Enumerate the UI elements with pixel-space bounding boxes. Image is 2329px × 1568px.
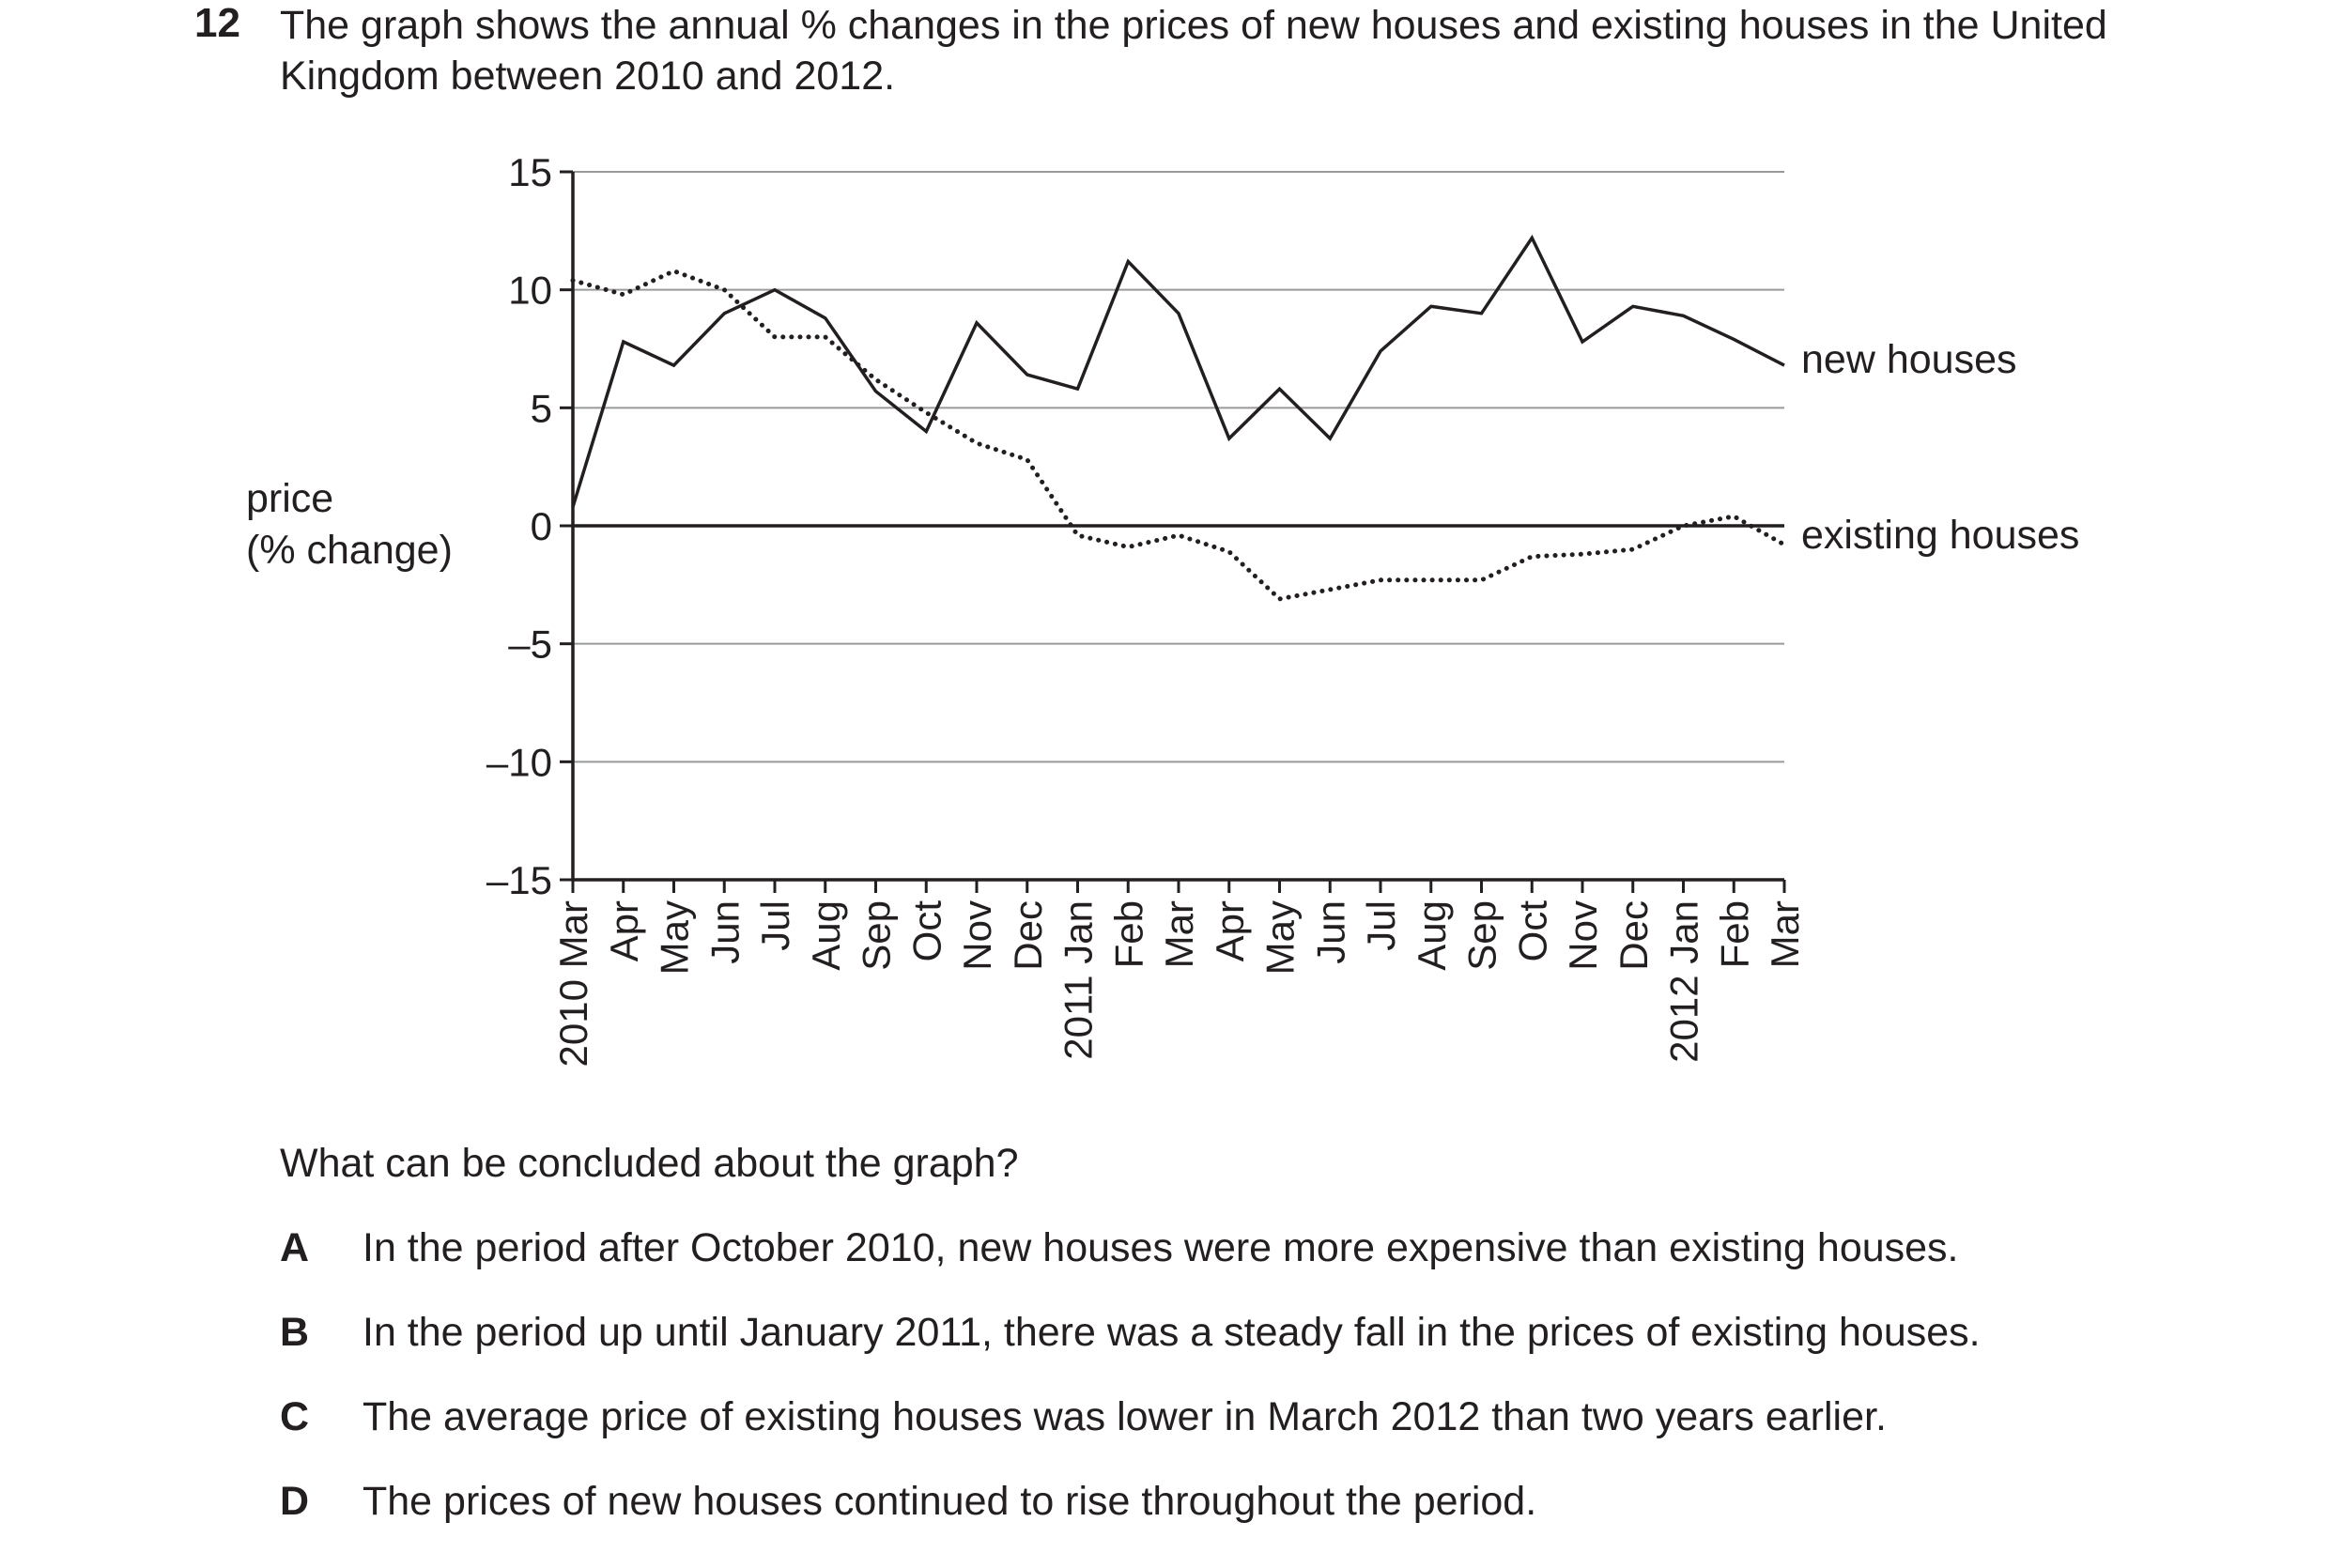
- x-tick-label: Mar: [1763, 900, 1807, 968]
- y-axis-label: price (% change): [246, 476, 453, 573]
- x-tick-label: Jun: [1308, 900, 1352, 964]
- y-tick-label: 5: [531, 386, 552, 430]
- question-text: The graph shows the annual % changes in …: [280, 3, 2107, 99]
- option-c[interactable]: C The average price of existing houses wa…: [280, 1394, 1887, 1440]
- y-tick-label: 15: [508, 150, 552, 194]
- x-tick-label: Jun: [702, 900, 747, 964]
- y-axis-label-line-1: price: [246, 476, 333, 521]
- x-tick-label: Feb: [1712, 900, 1756, 968]
- x-tick-label: 2012 Jan: [1662, 900, 1706, 1063]
- x-tick-label: May: [1258, 900, 1303, 975]
- x-tick-label: Oct: [904, 900, 949, 962]
- option-letter: A: [280, 1225, 310, 1270]
- question-number: 12: [194, 0, 240, 46]
- option-text: The average price of existing houses was…: [362, 1394, 1887, 1439]
- x-tick-labels: 2010 Mar Apr May Jun Jul Aug Sep Oct Nov Dec 2011 …: [551, 900, 1807, 1068]
- option-text: In the period up until January 2011, the…: [362, 1310, 1981, 1355]
- x-tick-label: 2010 Mar: [551, 900, 595, 1067]
- existing-houses-line: [570, 268, 1787, 602]
- x-tick-label: 2011 Jan: [1057, 900, 1101, 1060]
- x-tick-label: Sep: [1460, 900, 1504, 971]
- x-tick-label: Apr: [602, 900, 646, 961]
- option-letter: B: [280, 1310, 310, 1355]
- y-tick-labels: 15 10 5 0 –5 –10 –15: [486, 150, 552, 902]
- y-tick-label: 10: [508, 269, 552, 313]
- option-text: In the period after October 2010, new ho…: [362, 1225, 1959, 1270]
- x-tick-label: Apr: [1208, 900, 1252, 961]
- x-tick-label: Dec: [1006, 900, 1050, 971]
- x-tick-label: Oct: [1510, 900, 1554, 962]
- y-axis-label-line-2: (% change): [246, 528, 453, 573]
- x-tick-label: May: [653, 900, 697, 975]
- x-tick-label: Jul: [1359, 900, 1403, 951]
- question-prompt: What can be concluded about the graph?: [280, 1141, 1019, 1186]
- y-tick-label: –10: [486, 740, 552, 784]
- new-houses-label: new houses: [1801, 337, 2017, 382]
- new-houses-line: [571, 234, 1785, 508]
- x-tick-label: Feb: [1106, 900, 1150, 968]
- y-tick-label: –15: [486, 858, 552, 902]
- x-tick-label: Dec: [1612, 900, 1656, 971]
- x-tick-label: Mar: [1157, 900, 1201, 968]
- x-tick-label: Aug: [804, 900, 848, 971]
- x-tick-label: Nov: [1561, 900, 1605, 971]
- option-b[interactable]: B In the period up until January 2011, th…: [280, 1310, 1981, 1356]
- x-tick-label: Jul: [753, 900, 797, 951]
- y-tick-label: –5: [508, 623, 552, 667]
- x-tick-label: Nov: [955, 900, 999, 971]
- option-a[interactable]: A In the period after October 2010, new h…: [280, 1225, 1959, 1271]
- y-tick-label: 0: [531, 504, 552, 548]
- series-lines: [570, 234, 1787, 602]
- x-tick-label: Aug: [1410, 900, 1454, 971]
- option-letter: D: [280, 1479, 310, 1524]
- series-labels: new houses existing houses: [1801, 337, 2079, 558]
- option-letter: C: [280, 1394, 310, 1439]
- grid-lines: [573, 171, 1784, 763]
- x-tick-label: Sep: [855, 900, 899, 971]
- option-text: The prices of new houses continued to ri…: [362, 1479, 1537, 1524]
- existing-houses-label: existing houses: [1801, 513, 2079, 558]
- axes: [560, 170, 1786, 893]
- option-d[interactable]: D The prices of new houses continued to r…: [280, 1479, 1536, 1525]
